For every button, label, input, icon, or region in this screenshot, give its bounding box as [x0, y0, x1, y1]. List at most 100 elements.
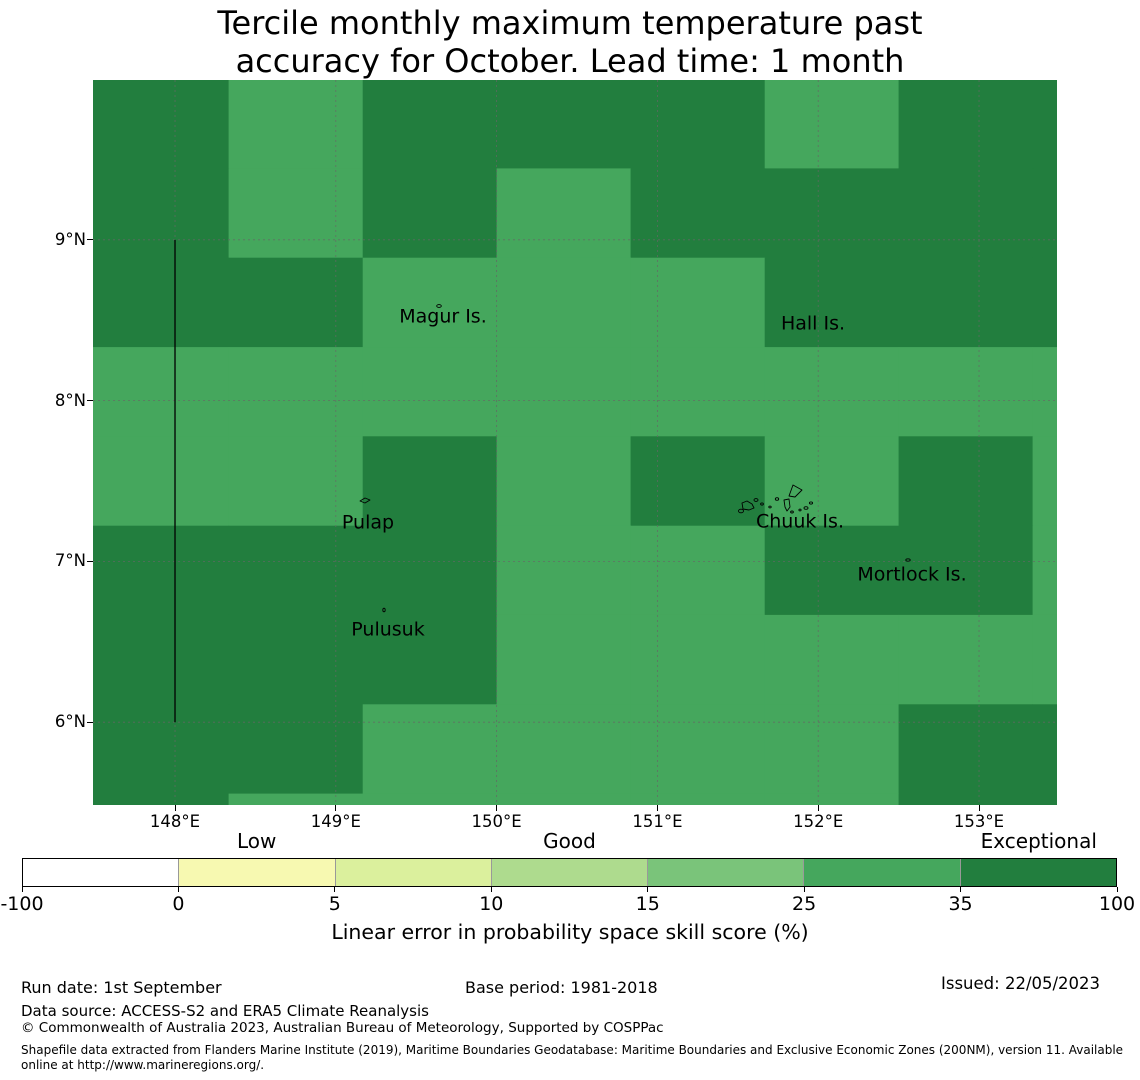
island-outline	[436, 304, 442, 308]
heatmap-cell	[764, 80, 900, 169]
y-axis-tick-label: 7°N	[54, 551, 86, 571]
heatmap-cell	[764, 614, 900, 705]
colorbar-segment	[803, 859, 960, 886]
heatmap-cell	[1032, 80, 1058, 169]
heatmap-cell	[1032, 436, 1058, 527]
heatmap-cell	[496, 525, 632, 616]
y-axis-tick-label: 6°N	[54, 712, 86, 732]
heatmap-cell	[898, 347, 1034, 437]
island-outline	[768, 505, 772, 509]
island-outline	[359, 497, 371, 504]
heatmap-cell	[362, 793, 498, 806]
footer-copyright: © Commonwealth of Australia 2023, Austra…	[21, 1020, 664, 1036]
x-axis-tickmark	[978, 805, 980, 811]
heatmap-cell	[496, 168, 632, 259]
heatmap-cell	[898, 525, 1034, 616]
colorbar-category-label: Low	[236, 829, 277, 853]
x-axis-tick-label: 152°E	[793, 812, 844, 831]
heatmap-cell	[93, 436, 230, 527]
colorbar-tick-label: -100	[0, 893, 44, 915]
chart-title-line2: accuracy for October. Lead time: 1 month	[235, 42, 905, 80]
heatmap-cell	[228, 436, 364, 527]
colorbar-segment	[490, 859, 648, 886]
heatmap-cell	[228, 80, 364, 169]
heatmap-cell	[228, 257, 364, 348]
colorbar-segment	[178, 859, 335, 886]
heatmap-cell	[764, 257, 900, 348]
heatmap-cell	[898, 704, 1034, 795]
y-axis-tickmark	[87, 560, 93, 562]
colorbar-tickmark	[334, 887, 336, 892]
island-label: Magur Is.	[399, 306, 487, 328]
y-axis-tickmark	[87, 400, 93, 402]
x-axis-tick-label: 150°E	[471, 812, 522, 831]
map-canvas: Magur Is. Hall Is. Pulap Chuuk Is. Mortlock …	[93, 80, 1058, 806]
colorbar-category-label: Good	[543, 829, 596, 853]
island-label: Pulap	[342, 512, 394, 534]
x-axis-tickmark	[496, 805, 498, 811]
heatmap-cell	[630, 80, 766, 169]
island-label: Pulusuk	[351, 619, 424, 641]
heatmap-cell	[496, 347, 632, 437]
heatmap-cell	[764, 168, 900, 259]
heatmap-cell	[228, 525, 364, 616]
heatmap-cell	[630, 614, 766, 705]
heatmap-cell	[228, 704, 364, 795]
colorbar-segment	[334, 859, 491, 886]
island-outline	[741, 500, 755, 511]
map-area: Magur Is. Hall Is. Pulap Chuuk Is. Mortlock …	[93, 80, 1058, 806]
colorbar-tick-label: 0	[172, 893, 185, 915]
x-axis-tick-label: 148°E	[149, 812, 201, 831]
heatmap-cell	[93, 347, 230, 437]
footer-shapefile-credit-line1: Shapefile data extracted from Flanders M…	[21, 1043, 1124, 1057]
heatmap-cell	[496, 80, 632, 169]
footer-issued-date: Issued: 22/05/2023	[941, 974, 1101, 993]
heatmap-cell	[630, 704, 766, 795]
colorbar-tickmark	[177, 887, 179, 892]
heatmap-cell	[630, 793, 766, 806]
island-label: Mortlock Is.	[857, 564, 966, 586]
island-outline	[760, 502, 764, 506]
heatmap-cell	[1032, 793, 1058, 806]
colorbar-tickmark	[960, 887, 962, 892]
heatmap-cell	[93, 168, 230, 259]
island-outline	[753, 498, 759, 502]
heatmap-cell	[496, 436, 632, 527]
heatmap-cell	[764, 793, 900, 806]
heatmap-cell	[898, 436, 1034, 527]
y-axis-tick-label: 9°N	[54, 229, 86, 249]
heatmap-cell	[898, 257, 1034, 348]
footer-data-source: Data source: ACCESS-S2 and ERA5 Climate …	[21, 1002, 429, 1020]
x-axis-tickmark	[656, 805, 658, 811]
heatmap-cell	[630, 525, 766, 616]
heatmap-cell	[630, 436, 766, 527]
island-outline	[803, 506, 809, 510]
heatmap-cell	[93, 525, 230, 616]
island-outline	[788, 484, 803, 498]
heatmap-cell	[1032, 168, 1058, 259]
island-label: Hall Is.	[781, 313, 845, 335]
heatmap-cell	[228, 347, 364, 437]
y-axis-tick-label: 8°N	[54, 390, 86, 410]
heatmap-cell	[898, 614, 1034, 705]
island-outline	[783, 498, 791, 512]
heatmap-cell	[898, 168, 1034, 259]
heatmap-cell	[630, 257, 766, 348]
colorbar-category-label: Exceptional	[980, 829, 1097, 853]
colorbar	[22, 858, 1117, 887]
heatmap-cell	[898, 80, 1034, 169]
colorbar-tick-label: 25	[792, 893, 817, 915]
heatmap-cell	[362, 436, 498, 527]
island-outline	[382, 607, 386, 613]
y-axis-tickmark	[87, 721, 93, 723]
heatmap-cell	[898, 793, 1034, 806]
heatmap-cell	[93, 257, 230, 348]
heatmap-cell	[764, 704, 900, 795]
colorbar-axis-label: Linear error in probability space skill …	[331, 920, 809, 944]
x-axis-tickmark	[335, 805, 337, 811]
heatmap-cell	[1032, 704, 1058, 795]
heatmap-cell	[1032, 525, 1058, 616]
heatmap-cell	[1032, 347, 1058, 437]
colorbar-tick-label: 100	[1098, 893, 1136, 915]
